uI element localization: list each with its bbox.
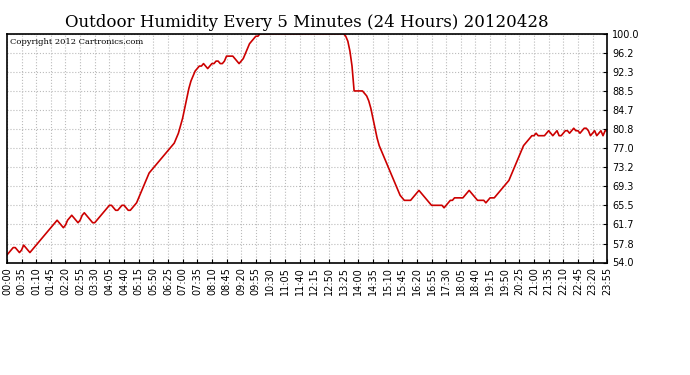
Text: Copyright 2012 Cartronics.com: Copyright 2012 Cartronics.com (10, 38, 143, 46)
Title: Outdoor Humidity Every 5 Minutes (24 Hours) 20120428: Outdoor Humidity Every 5 Minutes (24 Hou… (66, 14, 549, 31)
